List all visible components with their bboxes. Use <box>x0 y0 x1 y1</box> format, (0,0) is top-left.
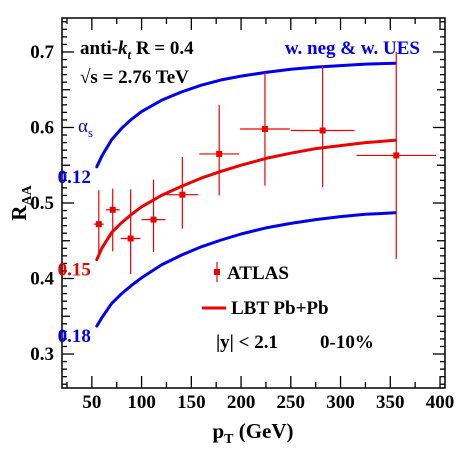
x-tick-label: 350 <box>376 392 405 413</box>
algorithm-label: anti-kt R = 0.4 <box>80 38 194 62</box>
x-tick-label: 150 <box>177 392 206 413</box>
atlas-marker <box>179 191 186 198</box>
y-tick-label: 0.7 <box>30 42 54 63</box>
legend-lbt: LBT Pb+Pb <box>202 298 329 319</box>
annotations: anti-kt R = 0.4 √s = 2.76 TeV w. neg & w. … <box>78 38 420 353</box>
y-tick-label: 0.4 <box>30 269 54 290</box>
atlas-point <box>105 188 120 252</box>
tick-labels: 50 100 150 200 250 300 350 400 0.3 0.4 0.5 0.6 0.7 <box>30 42 454 413</box>
x-tick-label: 200 <box>227 392 256 413</box>
atlas-point <box>93 190 104 259</box>
atlas-point <box>120 189 141 274</box>
y-tick-label: 0.5 <box>30 193 54 214</box>
x-tick-label: 250 <box>277 392 306 413</box>
legend: ATLAS LBT Pb+Pb <box>202 262 329 319</box>
atlas-marker <box>150 216 157 223</box>
legend-marker-icon <box>214 269 220 275</box>
x-tick-label: 50 <box>82 392 101 413</box>
y-tick-label: 0.6 <box>30 117 54 138</box>
model-label: w. neg & w. UES <box>285 38 420 59</box>
energy-label: √s = 2.76 TeV <box>80 67 189 88</box>
atlas-point <box>199 104 240 196</box>
curve-alpha-0.15 <box>95 138 397 262</box>
data-points <box>93 51 437 274</box>
atlas-point <box>166 156 199 229</box>
atlas-marker <box>261 126 268 132</box>
atlas-marker <box>393 152 400 159</box>
atlas-marker <box>95 221 102 228</box>
curve-alpha-0.12 <box>95 61 397 169</box>
x-tick-label: 100 <box>127 392 156 413</box>
atlas-point <box>141 179 166 253</box>
legend-atlas: ATLAS <box>214 262 289 284</box>
alpha-value-label: 0.18 <box>58 326 91 347</box>
x-tick-label: 400 <box>426 392 455 413</box>
centrality-label: 0-10% <box>320 332 374 353</box>
x-axis-title: pT (GeV) <box>212 419 293 447</box>
x-tick-label: 300 <box>326 392 355 413</box>
atlas-marker <box>319 127 326 134</box>
y-axis-title: RAA <box>7 184 35 220</box>
atlas-marker <box>109 206 116 213</box>
legend-label: ATLAS <box>227 263 289 284</box>
alpha-s-label: αs <box>78 116 93 140</box>
alpha-value-label: 0.12 <box>58 167 91 188</box>
rapidity-label: |y| < 2.1 <box>216 332 278 353</box>
y-tick-label: 0.3 <box>30 344 54 365</box>
atlas-point <box>356 51 437 259</box>
curve-alpha-0.18 <box>95 211 397 328</box>
alpha-value-label: 0.15 <box>58 260 91 281</box>
atlas-point <box>240 72 290 186</box>
legend-label: LBT Pb+Pb <box>231 298 329 319</box>
model-curves: 0.12 0.15 0.18 <box>58 61 397 347</box>
atlas-marker <box>216 150 223 157</box>
axis-titles: pT (GeV) RAA <box>7 184 294 447</box>
axis-ticks <box>62 18 445 388</box>
atlas-marker <box>127 235 134 242</box>
atlas-point <box>290 66 355 188</box>
